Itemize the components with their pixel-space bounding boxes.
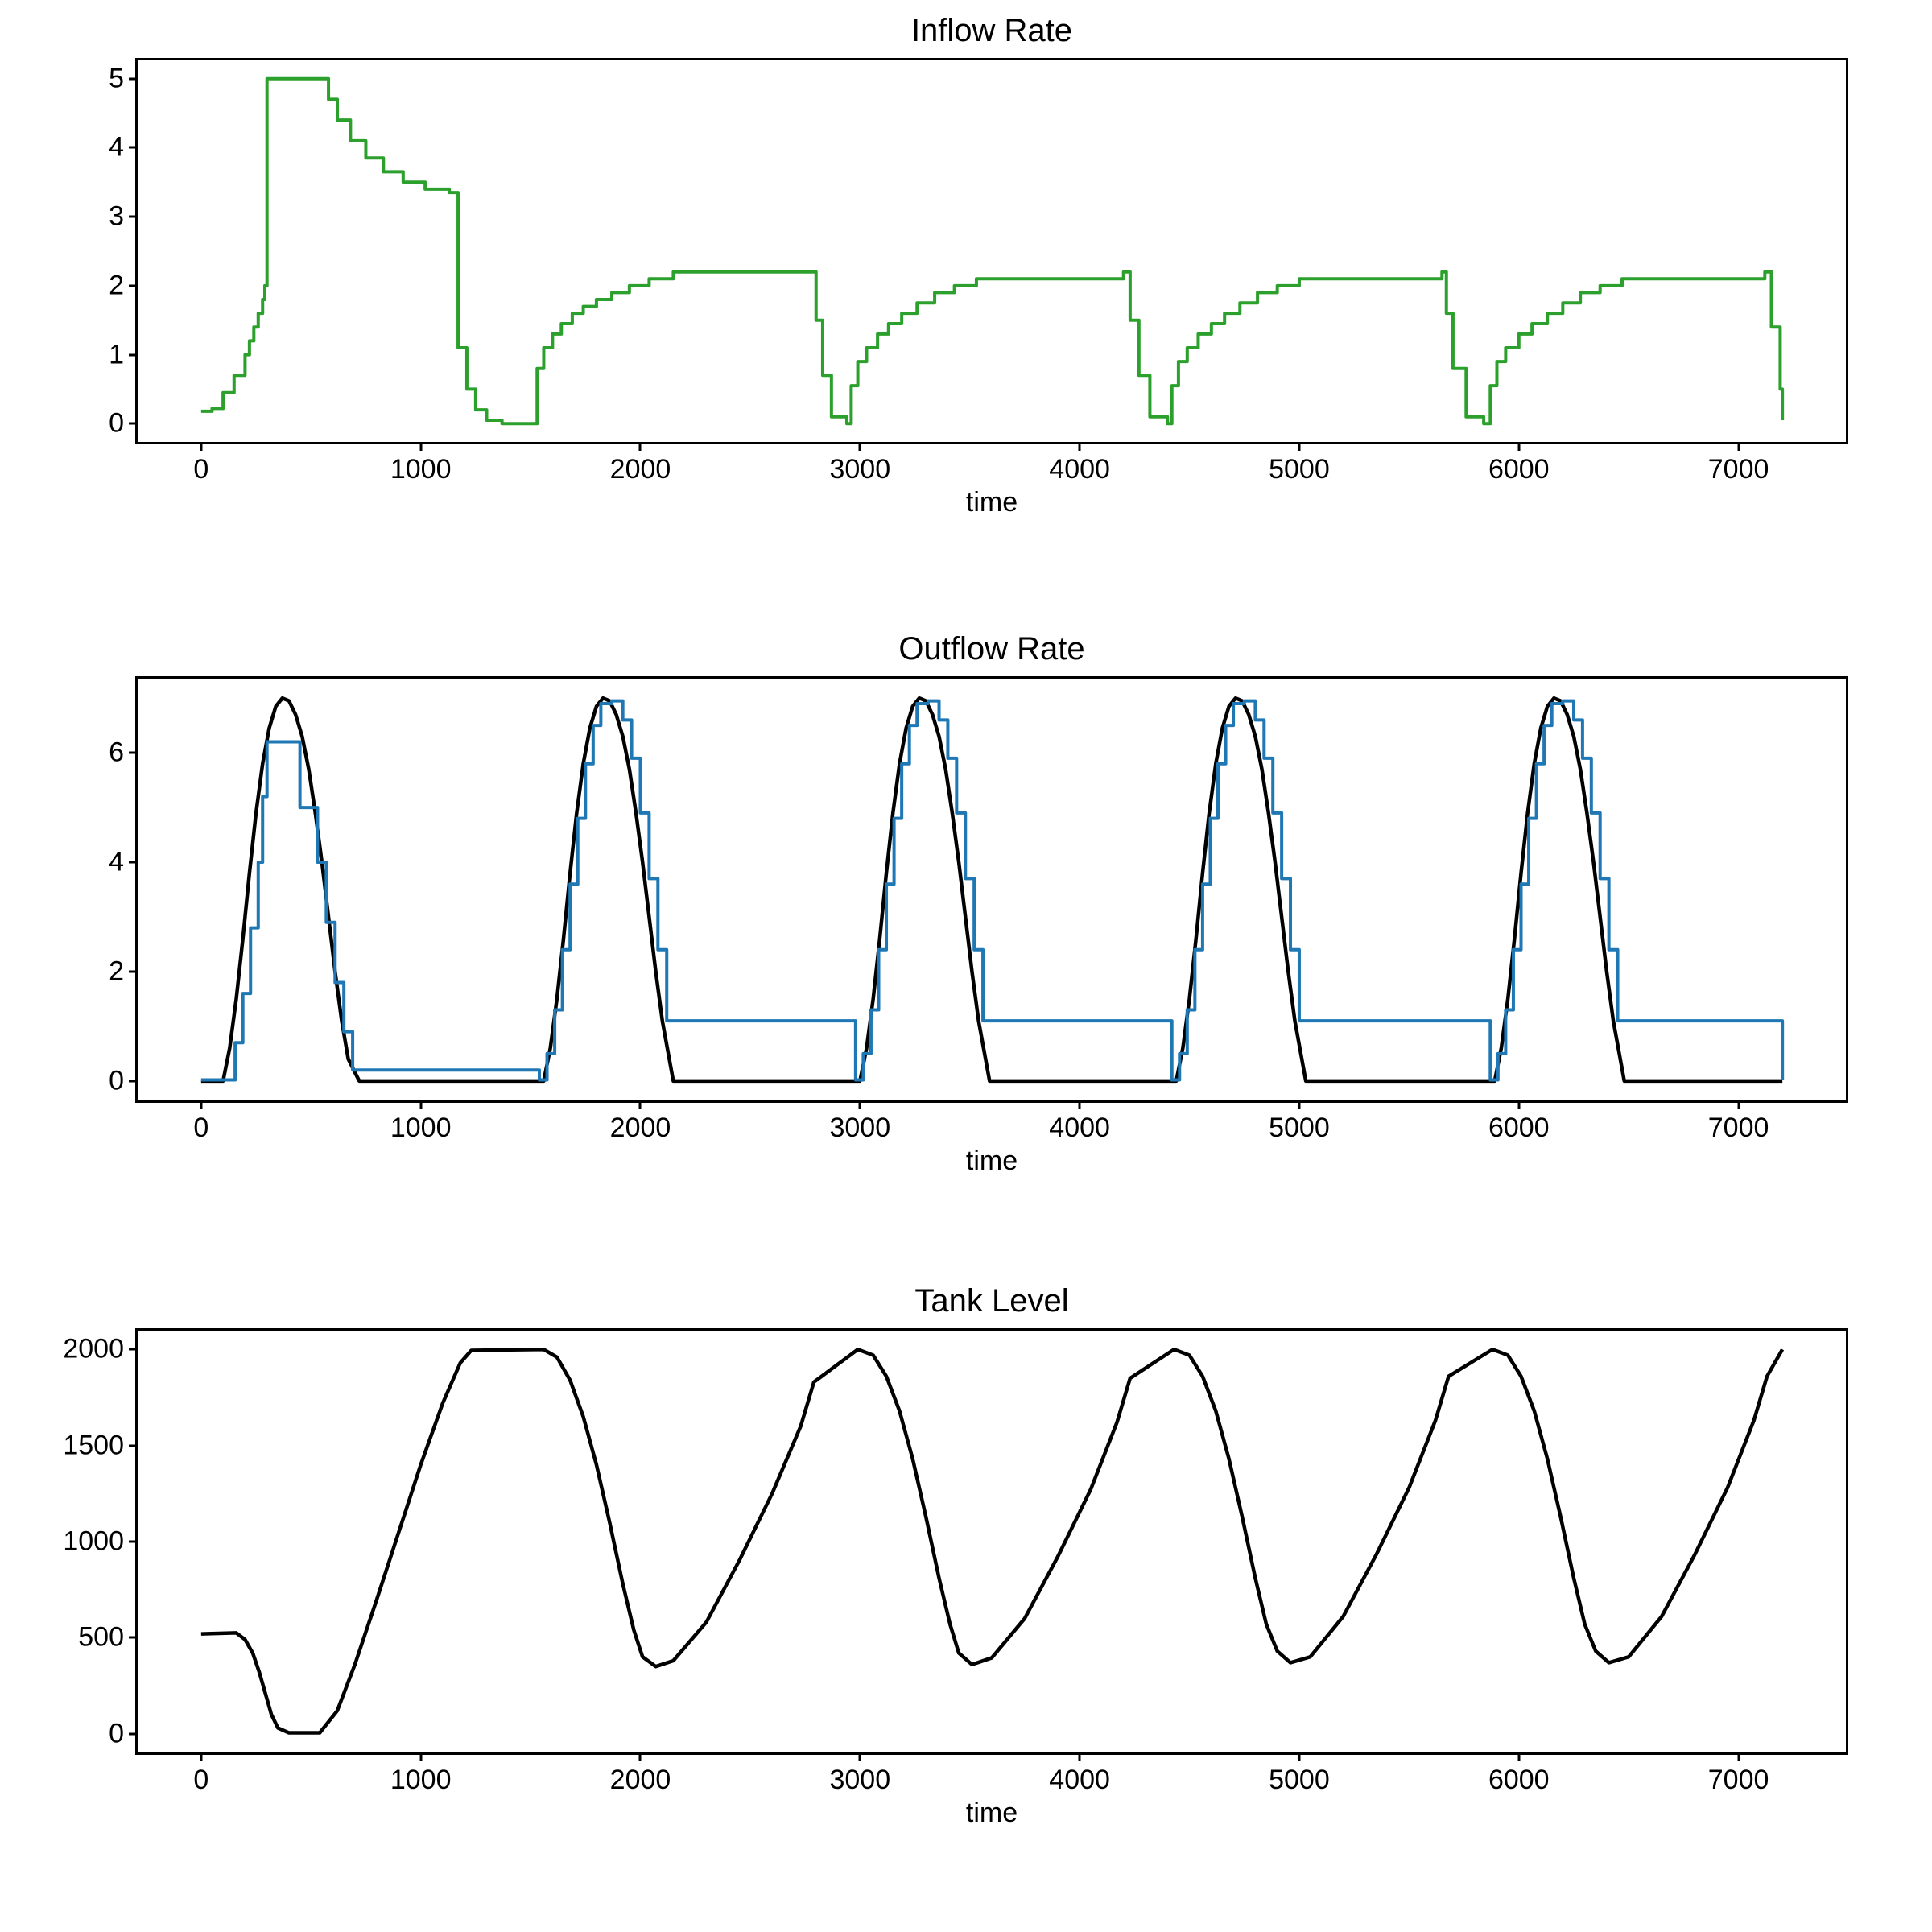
x-tick-mark bbox=[1737, 444, 1740, 451]
x-tick-mark bbox=[859, 444, 861, 451]
y-tick-label: 500 bbox=[78, 1622, 135, 1653]
y-tick-mark bbox=[129, 423, 135, 425]
x-tick-mark bbox=[639, 444, 642, 451]
y-tick-mark bbox=[129, 147, 135, 149]
x-tick-mark bbox=[1298, 444, 1300, 451]
y-tick-label: 1000 bbox=[63, 1526, 135, 1558]
subplot-inflow: Inflow Ratetime0123450100020003000400050… bbox=[135, 58, 1848, 444]
x-tick-mark bbox=[1079, 1103, 1081, 1109]
y-tick-mark bbox=[129, 77, 135, 80]
y-tick-mark bbox=[129, 752, 135, 754]
x-tick-mark bbox=[419, 1755, 422, 1761]
chart-title: Inflow Rate bbox=[135, 13, 1848, 49]
y-tick-mark bbox=[129, 353, 135, 356]
x-axis-label: time bbox=[135, 1798, 1848, 1829]
y-tick-mark bbox=[129, 284, 135, 287]
series-outflow-step bbox=[135, 676, 1848, 1103]
figure: Inflow Ratetime0123450100020003000400050… bbox=[0, 0, 1932, 1932]
x-tick-mark bbox=[1737, 1755, 1740, 1761]
y-tick-mark bbox=[129, 1732, 135, 1735]
x-tick-mark bbox=[1517, 1755, 1520, 1761]
chart-title: Outflow Rate bbox=[135, 631, 1848, 667]
series-inflow bbox=[135, 58, 1848, 444]
x-tick-mark bbox=[639, 1103, 642, 1109]
x-tick-mark bbox=[200, 1755, 202, 1761]
x-tick-mark bbox=[1737, 1103, 1740, 1109]
y-tick-label: 2000 bbox=[63, 1334, 135, 1365]
x-tick-mark bbox=[859, 1103, 861, 1109]
x-tick-mark bbox=[1298, 1103, 1300, 1109]
y-tick-mark bbox=[129, 216, 135, 218]
x-tick-mark bbox=[419, 444, 422, 451]
x-tick-mark bbox=[1298, 1755, 1300, 1761]
y-tick-mark bbox=[129, 861, 135, 864]
x-tick-mark bbox=[200, 1103, 202, 1109]
x-tick-mark bbox=[1517, 1103, 1520, 1109]
series-tank-level bbox=[135, 1328, 1848, 1755]
x-tick-mark bbox=[200, 444, 202, 451]
x-tick-mark bbox=[419, 1103, 422, 1109]
y-tick-mark bbox=[129, 1348, 135, 1351]
x-tick-mark bbox=[859, 1755, 861, 1761]
y-tick-mark bbox=[129, 1444, 135, 1447]
subplot-tank: Tank Leveltime05001000150020000100020003… bbox=[135, 1328, 1848, 1755]
x-axis-label: time bbox=[135, 487, 1848, 518]
x-tick-mark bbox=[1079, 444, 1081, 451]
chart-title: Tank Level bbox=[135, 1283, 1848, 1319]
y-tick-mark bbox=[129, 1637, 135, 1639]
x-tick-mark bbox=[1079, 1755, 1081, 1761]
y-tick-mark bbox=[129, 1541, 135, 1543]
x-tick-mark bbox=[639, 1755, 642, 1761]
subplot-outflow: Outflow Ratetime024601000200030004000500… bbox=[135, 676, 1848, 1103]
y-tick-mark bbox=[129, 1080, 135, 1082]
x-tick-mark bbox=[1517, 444, 1520, 451]
y-tick-label: 1500 bbox=[63, 1430, 135, 1461]
y-tick-mark bbox=[129, 970, 135, 972]
x-axis-label: time bbox=[135, 1146, 1848, 1177]
